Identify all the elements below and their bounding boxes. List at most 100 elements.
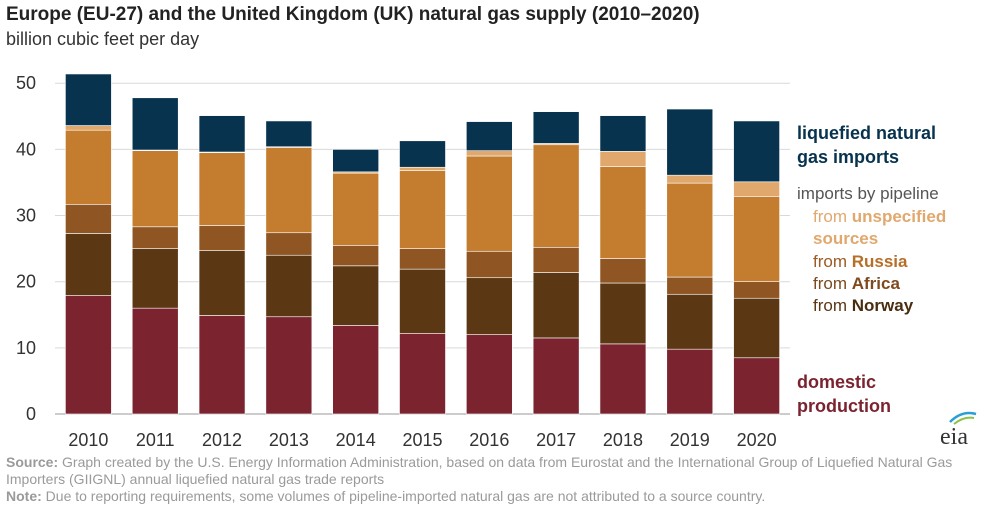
bar-segment (733, 181, 780, 197)
eia-logo-text: eia (940, 424, 968, 448)
x-tick-label: 2017 (536, 430, 576, 450)
legend-lng-line2: gas imports (797, 147, 900, 167)
bar-segment (399, 332, 446, 415)
bar-segment (532, 272, 580, 339)
bar-segment (733, 357, 780, 415)
bar-segment (332, 265, 379, 326)
bar-segment (265, 232, 313, 256)
bar-segment (198, 152, 246, 226)
source-text: Graph created by the U.S. Energy Informa… (6, 454, 953, 487)
bar-segment (599, 282, 647, 345)
x-tick-label: 2015 (402, 430, 442, 450)
legend-russia: from Russia (813, 251, 907, 273)
legend-from-word: from (813, 252, 847, 271)
legend-russia-label: Russia (851, 252, 908, 271)
note-line: Note: Due to reporting requirements, som… (6, 488, 996, 505)
chart-source-note: Source: Graph created by the U.S. Energy… (6, 454, 996, 505)
note-label: Note: (6, 488, 42, 504)
bar-segment (599, 166, 647, 259)
bar-segment (198, 225, 246, 251)
bar-segment (65, 203, 112, 234)
bar-segment (198, 315, 246, 415)
bar-segment (265, 254, 313, 318)
bar-segment (466, 250, 513, 279)
source-line: Source: Graph created by the U.S. Energy… (6, 454, 996, 488)
bar-segment (131, 307, 179, 415)
bar-segment (265, 316, 313, 415)
x-tick-label: 2013 (269, 430, 309, 450)
x-tick-label: 2011 (136, 430, 175, 450)
bar-segment (65, 295, 112, 415)
bar-segment (65, 73, 112, 126)
legend-from-word: from (813, 274, 847, 293)
legend-domestic-line2: production (797, 396, 891, 416)
bar-segment (666, 348, 714, 415)
bar-segment (332, 149, 379, 173)
y-tick-label: 30 (16, 206, 36, 226)
y-tick-label: 0 (26, 404, 36, 424)
bar-segment (399, 268, 446, 334)
bar-segment (532, 111, 580, 144)
legend-lng-line1: liquefied natural (797, 123, 937, 143)
bar-segment (666, 108, 714, 176)
note-text: Due to reporting requirements, some volu… (45, 488, 766, 504)
bar-segment (733, 120, 780, 183)
bar-segment (466, 334, 513, 415)
legend-africa-label: Africa (851, 274, 900, 293)
bar-segment (466, 150, 513, 157)
chart-title: Europe (EU-27) and the United Kingdom (U… (6, 4, 700, 25)
bar-segment (131, 97, 179, 151)
bar-segment (599, 343, 647, 415)
bar-segment (399, 170, 446, 249)
bar-segment (532, 337, 580, 415)
bar-segment (131, 150, 179, 228)
bar-segment (666, 182, 714, 278)
eia-logo: eia (940, 411, 977, 448)
bar-segment (733, 297, 780, 359)
legend-norway-label: Norway (851, 296, 914, 315)
x-tick-label: 2018 (603, 430, 643, 450)
bar-segment (65, 125, 112, 131)
x-tick-label: 2012 (202, 430, 242, 450)
eia-logo-arc (949, 411, 977, 423)
legend-unspecified: from unspecified sources (813, 206, 946, 250)
bar-segment (332, 325, 379, 415)
bar-segment (666, 276, 714, 295)
y-tick-label: 40 (16, 139, 36, 159)
bar-segment (265, 120, 313, 148)
bar-segment (198, 250, 246, 316)
legend-from-word: from (813, 207, 847, 226)
x-tick-label: 2010 (68, 430, 108, 450)
bar-segment (599, 151, 647, 167)
bar-segment (65, 129, 112, 205)
bar-segment (599, 115, 647, 152)
bar-segment (198, 115, 246, 153)
bar-segment (131, 226, 179, 249)
x-tick-label: 2016 (469, 430, 509, 450)
bar-segment (466, 277, 513, 335)
x-tick-label: 2019 (670, 430, 710, 450)
y-tick-label: 50 (16, 73, 36, 93)
source-label: Source: (6, 454, 59, 470)
bar-segment (733, 281, 780, 299)
bar-segment (399, 248, 446, 270)
legend-norway: from Norway (813, 295, 913, 317)
legend-domestic: domestic production (797, 370, 891, 418)
bar-segment (65, 233, 112, 296)
legend-unspecified-line2: sources (813, 229, 879, 248)
bar-segment (733, 196, 780, 282)
bar-segment (666, 174, 714, 184)
bar-segment (399, 166, 446, 171)
chart-subtitle: billion cubic feet per day (6, 29, 200, 49)
x-tick-label: 2020 (737, 430, 777, 450)
bar-segment (666, 293, 714, 350)
bar-segment (332, 172, 379, 246)
x-tick-label: 2014 (336, 430, 376, 450)
bar-segment (532, 246, 580, 273)
bar-segment (332, 245, 379, 267)
legend-africa: from Africa (813, 273, 900, 295)
y-tick-label: 20 (16, 272, 36, 292)
legend-pipeline-header: imports by pipeline (797, 184, 939, 203)
eia-logo-arc (953, 416, 975, 425)
